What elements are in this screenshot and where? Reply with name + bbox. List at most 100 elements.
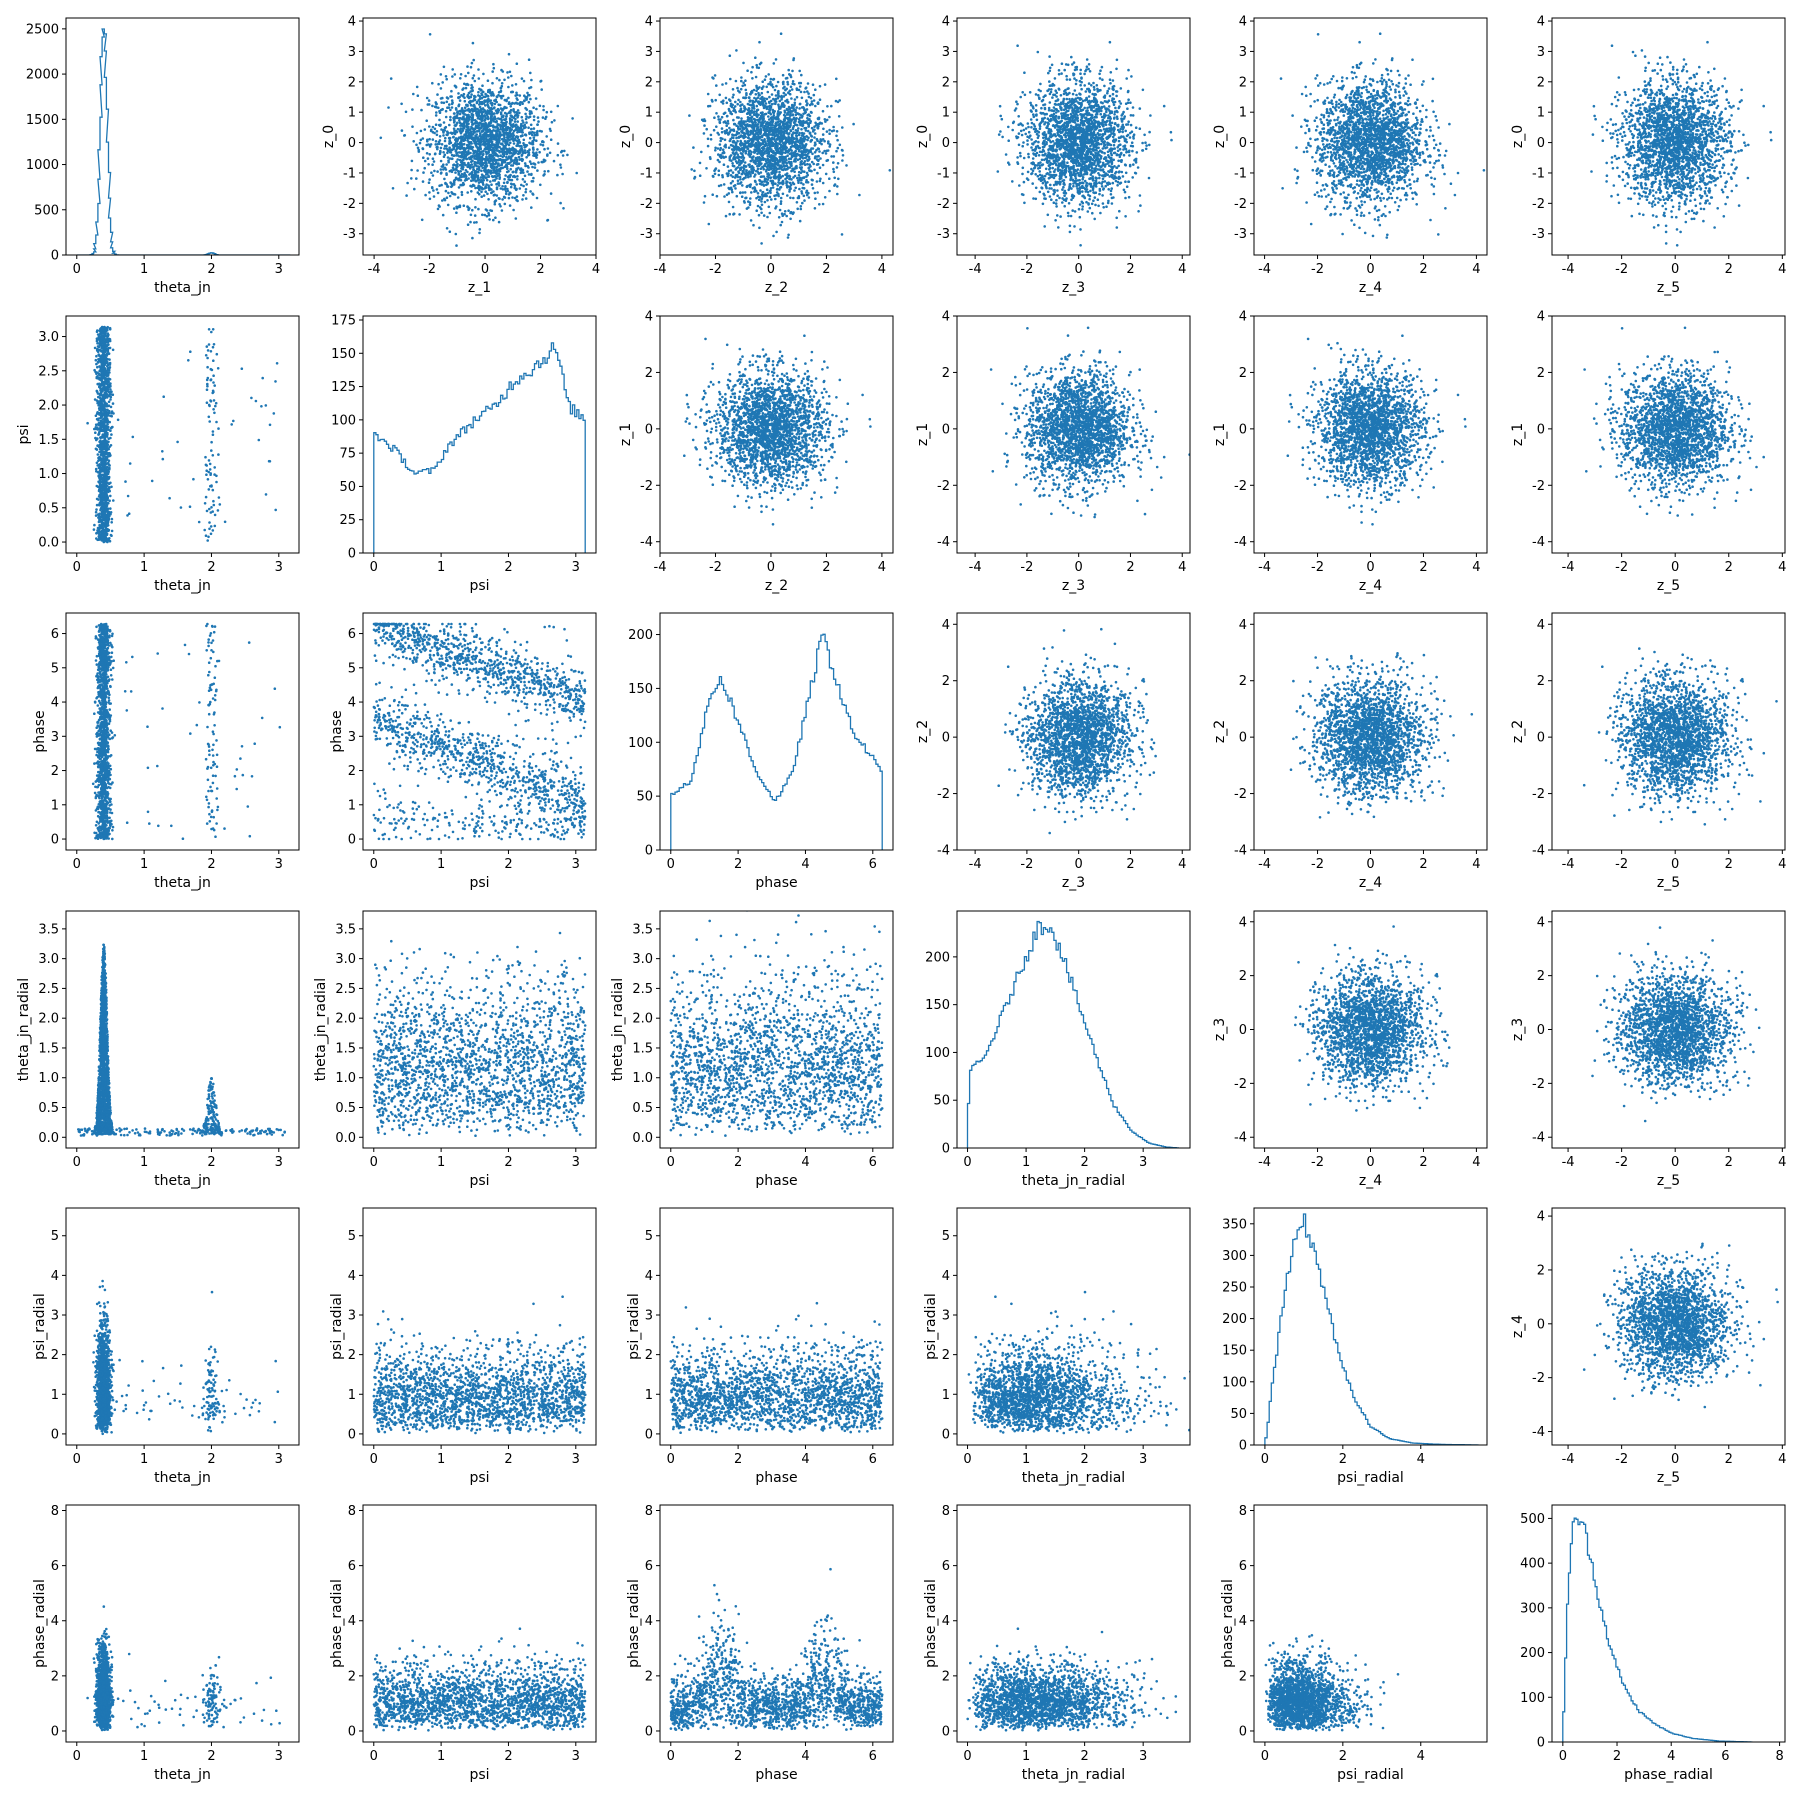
scatter-point xyxy=(782,102,785,105)
scatter-point xyxy=(485,146,488,149)
scatter-point xyxy=(440,147,443,150)
scatter-point xyxy=(819,98,822,101)
scatter-point xyxy=(490,172,493,175)
scatter-point xyxy=(830,105,833,108)
scatter-point xyxy=(521,102,524,105)
scatter-point xyxy=(798,154,801,157)
scatter-point xyxy=(786,113,789,116)
scatter-point xyxy=(496,77,499,80)
scatter-point xyxy=(443,147,446,150)
scatter-point xyxy=(434,143,437,146)
scatter-point xyxy=(447,192,450,195)
scatter-point xyxy=(775,58,778,61)
scatter-point xyxy=(505,132,508,135)
scatter-point xyxy=(1124,215,1127,218)
scatter-point xyxy=(485,157,488,160)
scatter-point xyxy=(715,125,718,128)
scatter-point xyxy=(437,192,440,195)
scatter-point xyxy=(735,49,738,52)
scatter-point xyxy=(742,62,745,65)
scatter-point xyxy=(836,130,839,133)
scatter-point xyxy=(816,172,819,175)
scatter-point xyxy=(722,155,725,158)
scatter-point xyxy=(721,127,724,130)
scatter-point xyxy=(770,198,773,201)
scatter-point xyxy=(512,152,515,155)
scatter-point xyxy=(753,151,756,154)
scatter-point xyxy=(459,99,462,102)
scatter-point xyxy=(732,96,735,99)
scatter-point xyxy=(474,187,477,190)
scatter-point xyxy=(521,77,524,80)
y-tick-label: 2000 xyxy=(26,68,59,83)
scatter-point xyxy=(471,86,474,89)
scatter-point xyxy=(747,103,750,106)
scatter-point xyxy=(539,143,542,146)
scatter-point xyxy=(505,99,508,102)
scatter-point xyxy=(775,94,778,97)
scatter-point xyxy=(494,163,497,166)
scatter-point xyxy=(791,133,794,136)
scatter-point xyxy=(525,183,528,186)
scatter-point xyxy=(771,141,774,144)
scatter-point xyxy=(794,120,797,123)
scatter-point xyxy=(442,151,445,154)
scatter-point xyxy=(445,145,448,148)
scatter-point xyxy=(470,133,473,136)
scatter-point xyxy=(436,130,439,133)
scatter-point xyxy=(806,172,809,175)
scatter-point xyxy=(459,179,462,182)
scatter-point xyxy=(845,164,848,167)
scatter-point xyxy=(451,99,454,102)
scatter-point xyxy=(545,135,548,138)
scatter-point xyxy=(723,183,726,186)
scatter-point xyxy=(501,82,504,85)
scatter-point xyxy=(470,66,473,69)
scatter-point xyxy=(742,155,745,158)
scatter-point xyxy=(1122,175,1125,178)
scatter-point xyxy=(724,156,727,159)
scatter-point xyxy=(1104,180,1107,183)
scatter-point xyxy=(722,148,725,151)
scatter-point xyxy=(491,82,494,85)
scatter-point xyxy=(725,82,728,85)
scatter-point xyxy=(491,92,494,95)
scatter-point xyxy=(790,76,793,79)
scatter-point xyxy=(799,120,802,123)
scatter-point xyxy=(511,196,514,199)
scatter-point xyxy=(1102,202,1105,205)
scatter-point xyxy=(542,174,545,177)
scatter-point xyxy=(473,74,476,77)
scatter-point xyxy=(433,160,436,163)
scatter-point xyxy=(438,119,441,122)
scatter-point xyxy=(440,97,443,100)
scatter-point xyxy=(455,86,458,89)
scatter-point xyxy=(772,86,775,89)
scatter-point xyxy=(515,97,518,100)
scatter-point xyxy=(749,117,752,120)
scatter-point xyxy=(487,89,490,92)
scatter-point xyxy=(764,195,767,198)
scatter-point xyxy=(693,177,696,180)
scatter-point xyxy=(483,169,486,172)
scatter-point xyxy=(757,168,760,171)
scatter-point xyxy=(718,174,721,177)
scatter-point xyxy=(442,214,445,217)
scatter-point xyxy=(459,151,462,154)
scatter-point xyxy=(486,179,489,182)
scatter-point xyxy=(783,119,786,122)
scatter-point xyxy=(765,184,768,187)
scatter-point xyxy=(793,189,796,192)
scatter-point xyxy=(726,172,729,175)
scatter-point xyxy=(415,144,418,147)
scatter-point xyxy=(474,214,477,217)
scatter-point xyxy=(492,124,495,127)
scatter-point xyxy=(484,115,487,118)
scatter-point xyxy=(797,181,800,184)
scatter-point xyxy=(731,136,734,139)
scatter-point xyxy=(560,166,563,169)
scatter-point xyxy=(763,214,766,217)
scatter-point xyxy=(725,124,728,127)
scatter-point xyxy=(769,146,772,149)
scatter-point xyxy=(753,133,756,136)
